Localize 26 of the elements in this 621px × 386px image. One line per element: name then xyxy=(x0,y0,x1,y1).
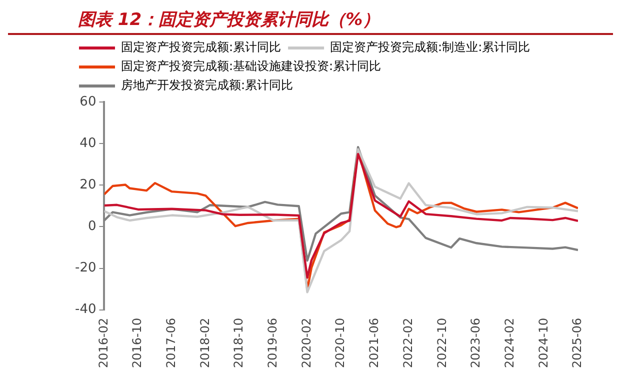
y-tick-label: 40 xyxy=(80,136,96,151)
x-tick-label: 2023-06 xyxy=(468,318,483,368)
x-tick-label: 2025-06 xyxy=(570,318,584,368)
x-tick-label: 2024-10 xyxy=(536,318,550,368)
x-tick-label: 2018-10 xyxy=(232,318,246,368)
x-tick-label: 2016-10 xyxy=(130,318,144,368)
legend-label: 固定资产投资完成额:累计同比 xyxy=(121,40,282,54)
x-tick-label: 2022-02 xyxy=(400,318,415,368)
x-tick-label: 2017-06 xyxy=(164,318,178,368)
legend-label: 固定资产投资完成额:基础设施建设投资:累计同比 xyxy=(121,59,382,74)
x-tick-label: 2024-02 xyxy=(502,318,516,368)
x-tick-label: 2021-06 xyxy=(367,318,382,368)
x-tick-label: 2022-10 xyxy=(434,318,449,368)
chart-title: 图表 12：固定资产投资累计同比（%） xyxy=(78,10,380,30)
x-tick-label: 2016-02 xyxy=(96,318,110,368)
y-tick-label: -40 xyxy=(75,302,96,318)
x-tick-label: 2019-06 xyxy=(266,318,280,368)
y-tick-label: -20 xyxy=(75,260,96,276)
y-tick-label: 0 xyxy=(88,219,96,234)
x-tick-label: 2018-02 xyxy=(198,318,212,368)
x-tick-label: 2020-10 xyxy=(333,318,348,368)
y-tick-label: 20 xyxy=(80,178,96,193)
legend-label: 房地产开发投资完成额:累计同比 xyxy=(121,78,294,92)
legend-label: 固定资产投资完成额:制造业:累计同比 xyxy=(330,40,530,54)
x-tick-label: 2020-02 xyxy=(299,318,314,368)
y-tick-label: 60 xyxy=(80,94,96,110)
